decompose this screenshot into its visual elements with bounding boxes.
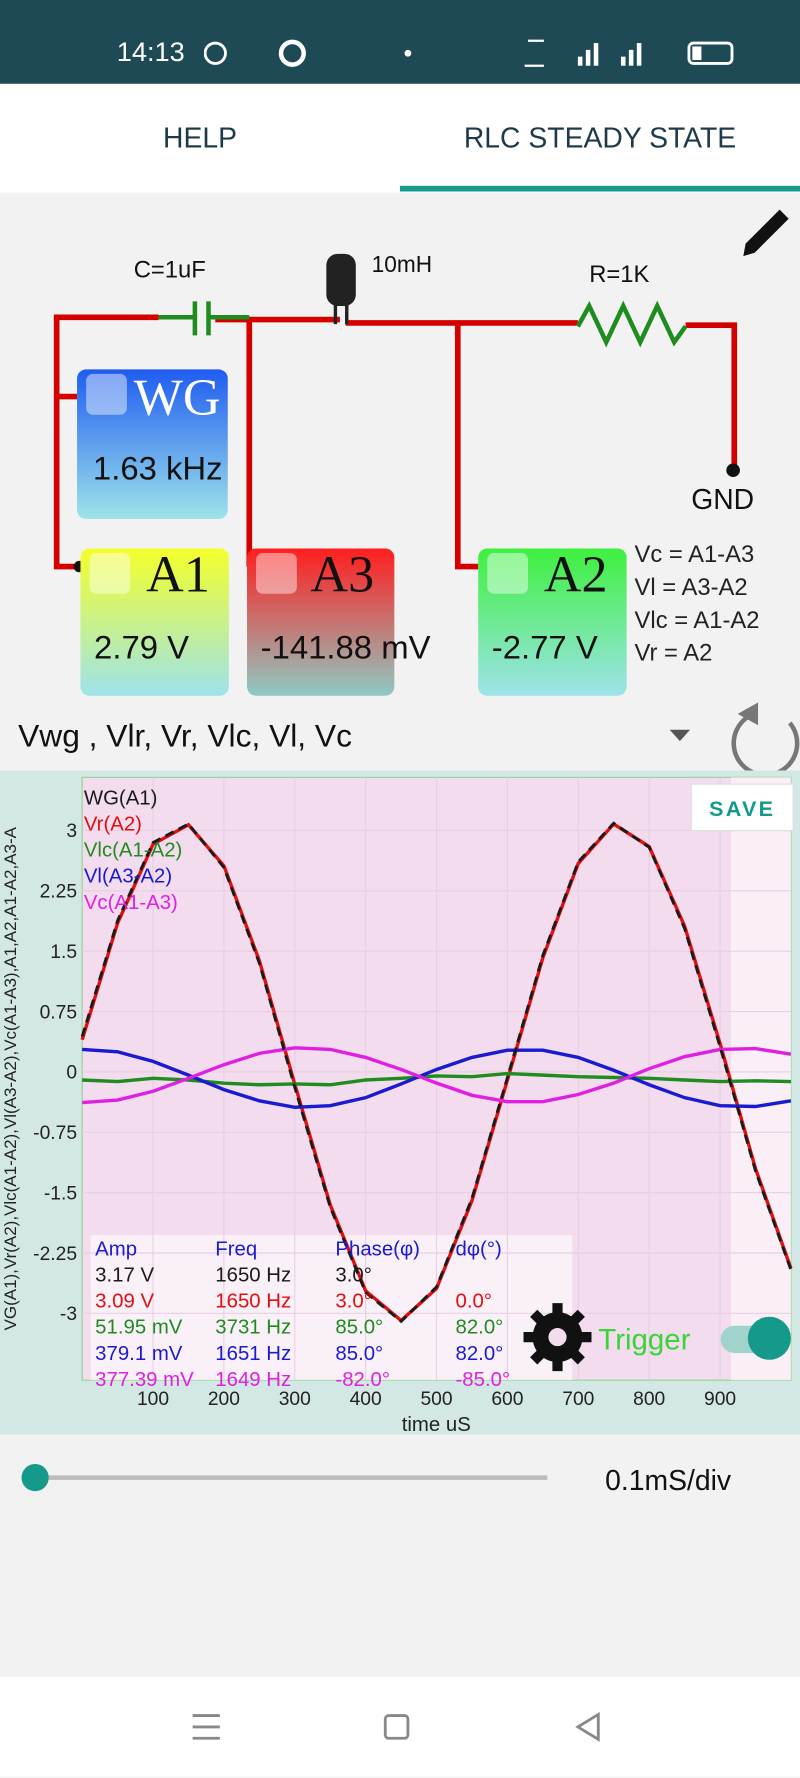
legend-entry: Vr(A2) — [84, 814, 142, 836]
trigger-label: Trigger — [598, 1324, 690, 1357]
table-header: dφ(°) — [456, 1239, 502, 1261]
y-tick-label: 0 — [66, 1063, 77, 1084]
tab[interactable]: HELP — [162, 122, 238, 155]
legend-entry: Vc(A1-A3) — [84, 892, 178, 914]
series-line — [80, 821, 793, 1324]
series-line — [82, 1047, 792, 1110]
meter-value: -2.77 V — [491, 630, 598, 667]
back-button[interactable] — [575, 1711, 600, 1742]
home-button[interactable] — [383, 1714, 410, 1740]
save-label: SAVE — [709, 797, 775, 821]
dropdown-controls — [669, 702, 800, 771]
x-axis-label: time uS — [402, 1414, 471, 1434]
y-tick-label: -0.75 — [33, 1123, 77, 1144]
y-tick-label: -2.25 — [33, 1244, 77, 1265]
capacitor-label: C=1uF — [134, 257, 206, 284]
table-cell: 85.0° — [335, 1343, 383, 1365]
table-cell: 3.09 V — [95, 1291, 154, 1313]
nav-bar — [0, 1677, 800, 1777]
meter-label: A2 — [543, 545, 608, 603]
x-tick-label: 600 — [491, 1389, 523, 1410]
save-button[interactable] — [690, 783, 794, 832]
status-bar: 14:13 — [0, 0, 800, 84]
x-tick-label: 300 — [279, 1389, 311, 1410]
meter-value: -141.88 mV — [260, 630, 431, 667]
tab[interactable]: RLC STEADY STATE — [463, 122, 737, 155]
table-cell: 379.1 mV — [95, 1343, 183, 1365]
dropdown-arrow[interactable] — [669, 729, 691, 742]
timebase-label: 0.1mS/div — [605, 1465, 732, 1497]
table-cell: 3.0° — [335, 1265, 371, 1287]
signal-dropdown[interactable]: Vwg , Vlr, Vr, Vlc, Vl, Vc — [18, 718, 352, 754]
table-cell: 1651 Hz — [215, 1343, 291, 1365]
resistor-label: R=1K — [589, 261, 649, 288]
meter-label: WG — [133, 368, 221, 427]
timebase-slider[interactable] — [0, 1456, 800, 1507]
status-icons — [203, 39, 734, 67]
chart: VG(A1),Vr(A2),Vlc(A1-A2),Vl(A3-A2),Vc(A1… — [0, 770, 800, 1435]
formula: Vr = A2 — [635, 640, 713, 667]
table-header: Amp — [95, 1239, 137, 1261]
table-header: Phase(φ) — [335, 1239, 420, 1261]
table-cell: 1650 Hz — [215, 1265, 291, 1287]
meter-label: A3 — [310, 545, 375, 603]
table-cell: 3.0° — [335, 1291, 371, 1313]
inductor-label: 10mH — [372, 251, 432, 277]
x-tick-label: 100 — [137, 1389, 169, 1410]
meter-label: A1 — [146, 545, 210, 603]
table-cell: -85.0° — [456, 1369, 511, 1391]
tab-bar: HELP RLC STEADY STATE — [0, 83, 800, 193]
y-tick-label: 3 — [66, 821, 77, 842]
table-cell: 51.95 mV — [95, 1317, 183, 1339]
table-cell: 85.0° — [335, 1317, 383, 1339]
x-tick-label: 800 — [633, 1389, 665, 1410]
table-cell: 82.0° — [456, 1343, 504, 1365]
table-cell: 377.39 mV — [95, 1369, 194, 1391]
x-tick-label: 200 — [208, 1389, 240, 1410]
settings-icon[interactable] — [523, 1303, 592, 1372]
y-tick-label: 2.25 — [40, 882, 77, 903]
y-tick-label: 0.75 — [40, 1002, 77, 1023]
y-tick-label: -1.5 — [44, 1183, 77, 1204]
meter-a1[interactable]: A1 2.79 V — [80, 545, 229, 696]
edit-icon[interactable] — [743, 209, 789, 257]
table-cell: 3.17 V — [95, 1265, 154, 1287]
tab-indicator — [399, 185, 800, 192]
table-cell: 82.0° — [456, 1317, 504, 1339]
series-line — [82, 1046, 792, 1105]
table-cell: 3731 Hz — [215, 1317, 291, 1339]
formula: Vlc = A1-A2 — [635, 607, 760, 634]
table-cell: 1649 Hz — [215, 1369, 291, 1391]
menu-button[interactable] — [192, 1714, 220, 1740]
formula: Vl = A3-A2 — [635, 574, 748, 601]
table-header: Freq — [215, 1239, 257, 1261]
table-cell: 0.0° — [456, 1291, 492, 1313]
y-axis-label: VG(A1),Vr(A2),Vlc(A1-A2),Vl(A3-A2),Vc(A1… — [1, 826, 20, 1330]
clock: 14:13 — [116, 37, 185, 68]
formula: Vc = A1-A3 — [635, 541, 755, 568]
meter-a2[interactable]: A2 -2.77 V — [478, 545, 627, 696]
table-cell: 1650 Hz — [215, 1291, 291, 1313]
legend-entry: WG(A1) — [84, 788, 158, 810]
meter-a3[interactable]: A3 -141.88 mV — [247, 545, 431, 696]
refresh-icon[interactable] — [731, 711, 800, 771]
y-tick-label: -3 — [60, 1304, 77, 1325]
x-tick-label: 400 — [350, 1389, 382, 1410]
meter-wg[interactable]: WG 1.63 kHz — [77, 368, 228, 519]
legend-entry: Vl(A3-A2) — [84, 866, 172, 888]
x-tick-label: 700 — [562, 1389, 594, 1410]
ground-label: GND — [691, 484, 754, 516]
legend-entry: Vlc(A1-A2) — [84, 840, 183, 862]
meter-value: 2.79 V — [94, 630, 190, 667]
y-tick-label: 1.5 — [50, 942, 77, 963]
meter-value: 1.63 kHz — [92, 450, 223, 488]
x-tick-label: 900 — [704, 1389, 736, 1410]
x-tick-label: 500 — [420, 1389, 452, 1410]
table-cell: -82.0° — [335, 1369, 390, 1391]
